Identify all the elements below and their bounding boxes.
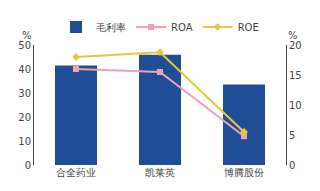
- svg-text:15: 15: [289, 70, 302, 81]
- svg-text:20: 20: [18, 112, 31, 123]
- svg-text:5: 5: [289, 130, 295, 141]
- svg-text:合全药业: 合全药业: [56, 167, 96, 178]
- svg-text:50: 50: [18, 40, 31, 51]
- svg-text:40: 40: [18, 64, 31, 75]
- svg-text:%: %: [288, 30, 298, 41]
- svg-text:毛利率: 毛利率: [96, 22, 126, 33]
- svg-text:博腾股份: 博腾股份: [224, 167, 264, 178]
- svg-text:20: 20: [289, 40, 302, 51]
- svg-text:%: %: [22, 30, 32, 41]
- svg-text:30: 30: [18, 88, 31, 99]
- svg-text:10: 10: [289, 100, 302, 111]
- svg-text:ROE: ROE: [238, 22, 259, 33]
- svg-text:凯莱英: 凯莱英: [145, 167, 175, 178]
- svg-text:ROA: ROA: [171, 22, 193, 33]
- svg-text:10: 10: [18, 136, 31, 147]
- svg-text:0: 0: [289, 160, 295, 171]
- svg-text:0: 0: [25, 160, 31, 171]
